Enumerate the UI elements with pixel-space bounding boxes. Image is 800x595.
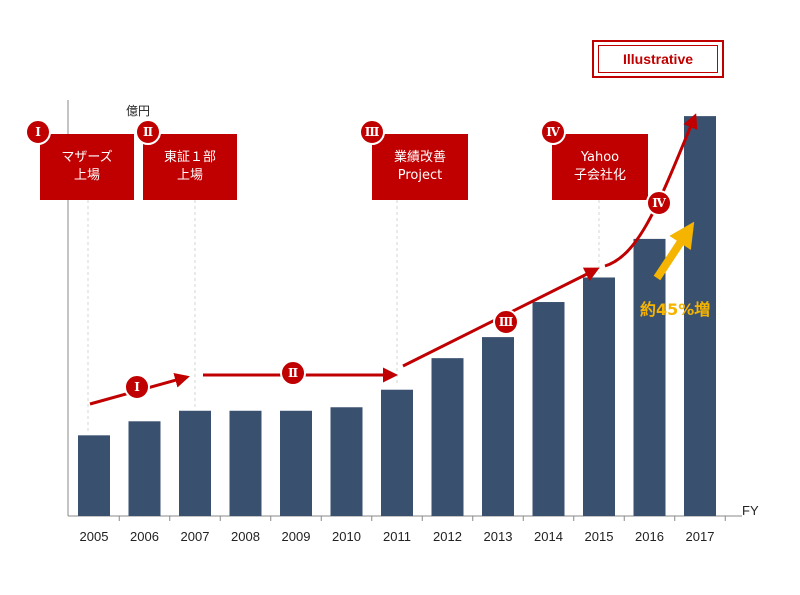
bar-2013 (482, 337, 514, 516)
bar-2010 (330, 407, 363, 516)
x-tick-label-2013: 2013 (484, 529, 513, 544)
phase-marker-2: Ⅱ (280, 360, 306, 386)
y-axis-unit-label: 億円 (126, 104, 151, 118)
x-tick-label-2014: 2014 (534, 529, 563, 544)
event-number-1: Ⅰ (25, 119, 51, 145)
bar-2014 (532, 302, 565, 516)
bar-2012 (431, 358, 464, 516)
bar-2005 (78, 435, 110, 516)
x-tick-label-2010: 2010 (332, 529, 361, 544)
bar-2016 (633, 238, 666, 516)
bar-2006 (128, 421, 161, 516)
x-tick-label-2008: 2008 (231, 529, 260, 544)
bar-2009 (280, 410, 312, 516)
bar-2015 (583, 277, 615, 516)
x-tick-label-2017: 2017 (686, 529, 715, 544)
x-tick-label-2005: 2005 (80, 529, 109, 544)
x-tick-label-2009: 2009 (282, 529, 311, 544)
event-box-3: 業績改善 Project (372, 134, 468, 200)
event-number-3: Ⅲ (359, 119, 385, 145)
event-number-4: Ⅳ (540, 119, 566, 145)
illustrative-badge: Illustrative (592, 40, 724, 78)
x-tick-label-2006: 2006 (130, 529, 159, 544)
event-box-2: 東証１部 上場 (143, 134, 237, 200)
x-tick-label-2011: 2011 (383, 529, 411, 544)
x-tick-label-2012: 2012 (433, 529, 462, 544)
phase-marker-1: Ⅰ (124, 374, 150, 400)
phase-marker-3: Ⅲ (493, 309, 519, 335)
bar-2008 (229, 410, 262, 516)
bar-2017 (684, 116, 716, 516)
x-tick-label-2016: 2016 (635, 529, 664, 544)
illustrative-badge-label: Illustrative (598, 45, 718, 73)
phase-arrow-4 (604, 113, 698, 268)
x-tick-label-2007: 2007 (181, 529, 210, 544)
event-box-4: Yahoo 子会社化 (552, 134, 648, 200)
event-box-1: マザーズ 上場 (40, 134, 134, 200)
bar-2011 (381, 389, 413, 516)
bar-2007 (179, 410, 211, 516)
phase-marker-4: Ⅳ (646, 190, 672, 216)
event-number-2: Ⅱ (135, 119, 161, 145)
x-axis-label: FY (742, 503, 759, 518)
increase-callout: 約45%増 (640, 300, 711, 319)
growth-arrow (653, 221, 695, 281)
x-tick-label-2015: 2015 (585, 529, 614, 544)
